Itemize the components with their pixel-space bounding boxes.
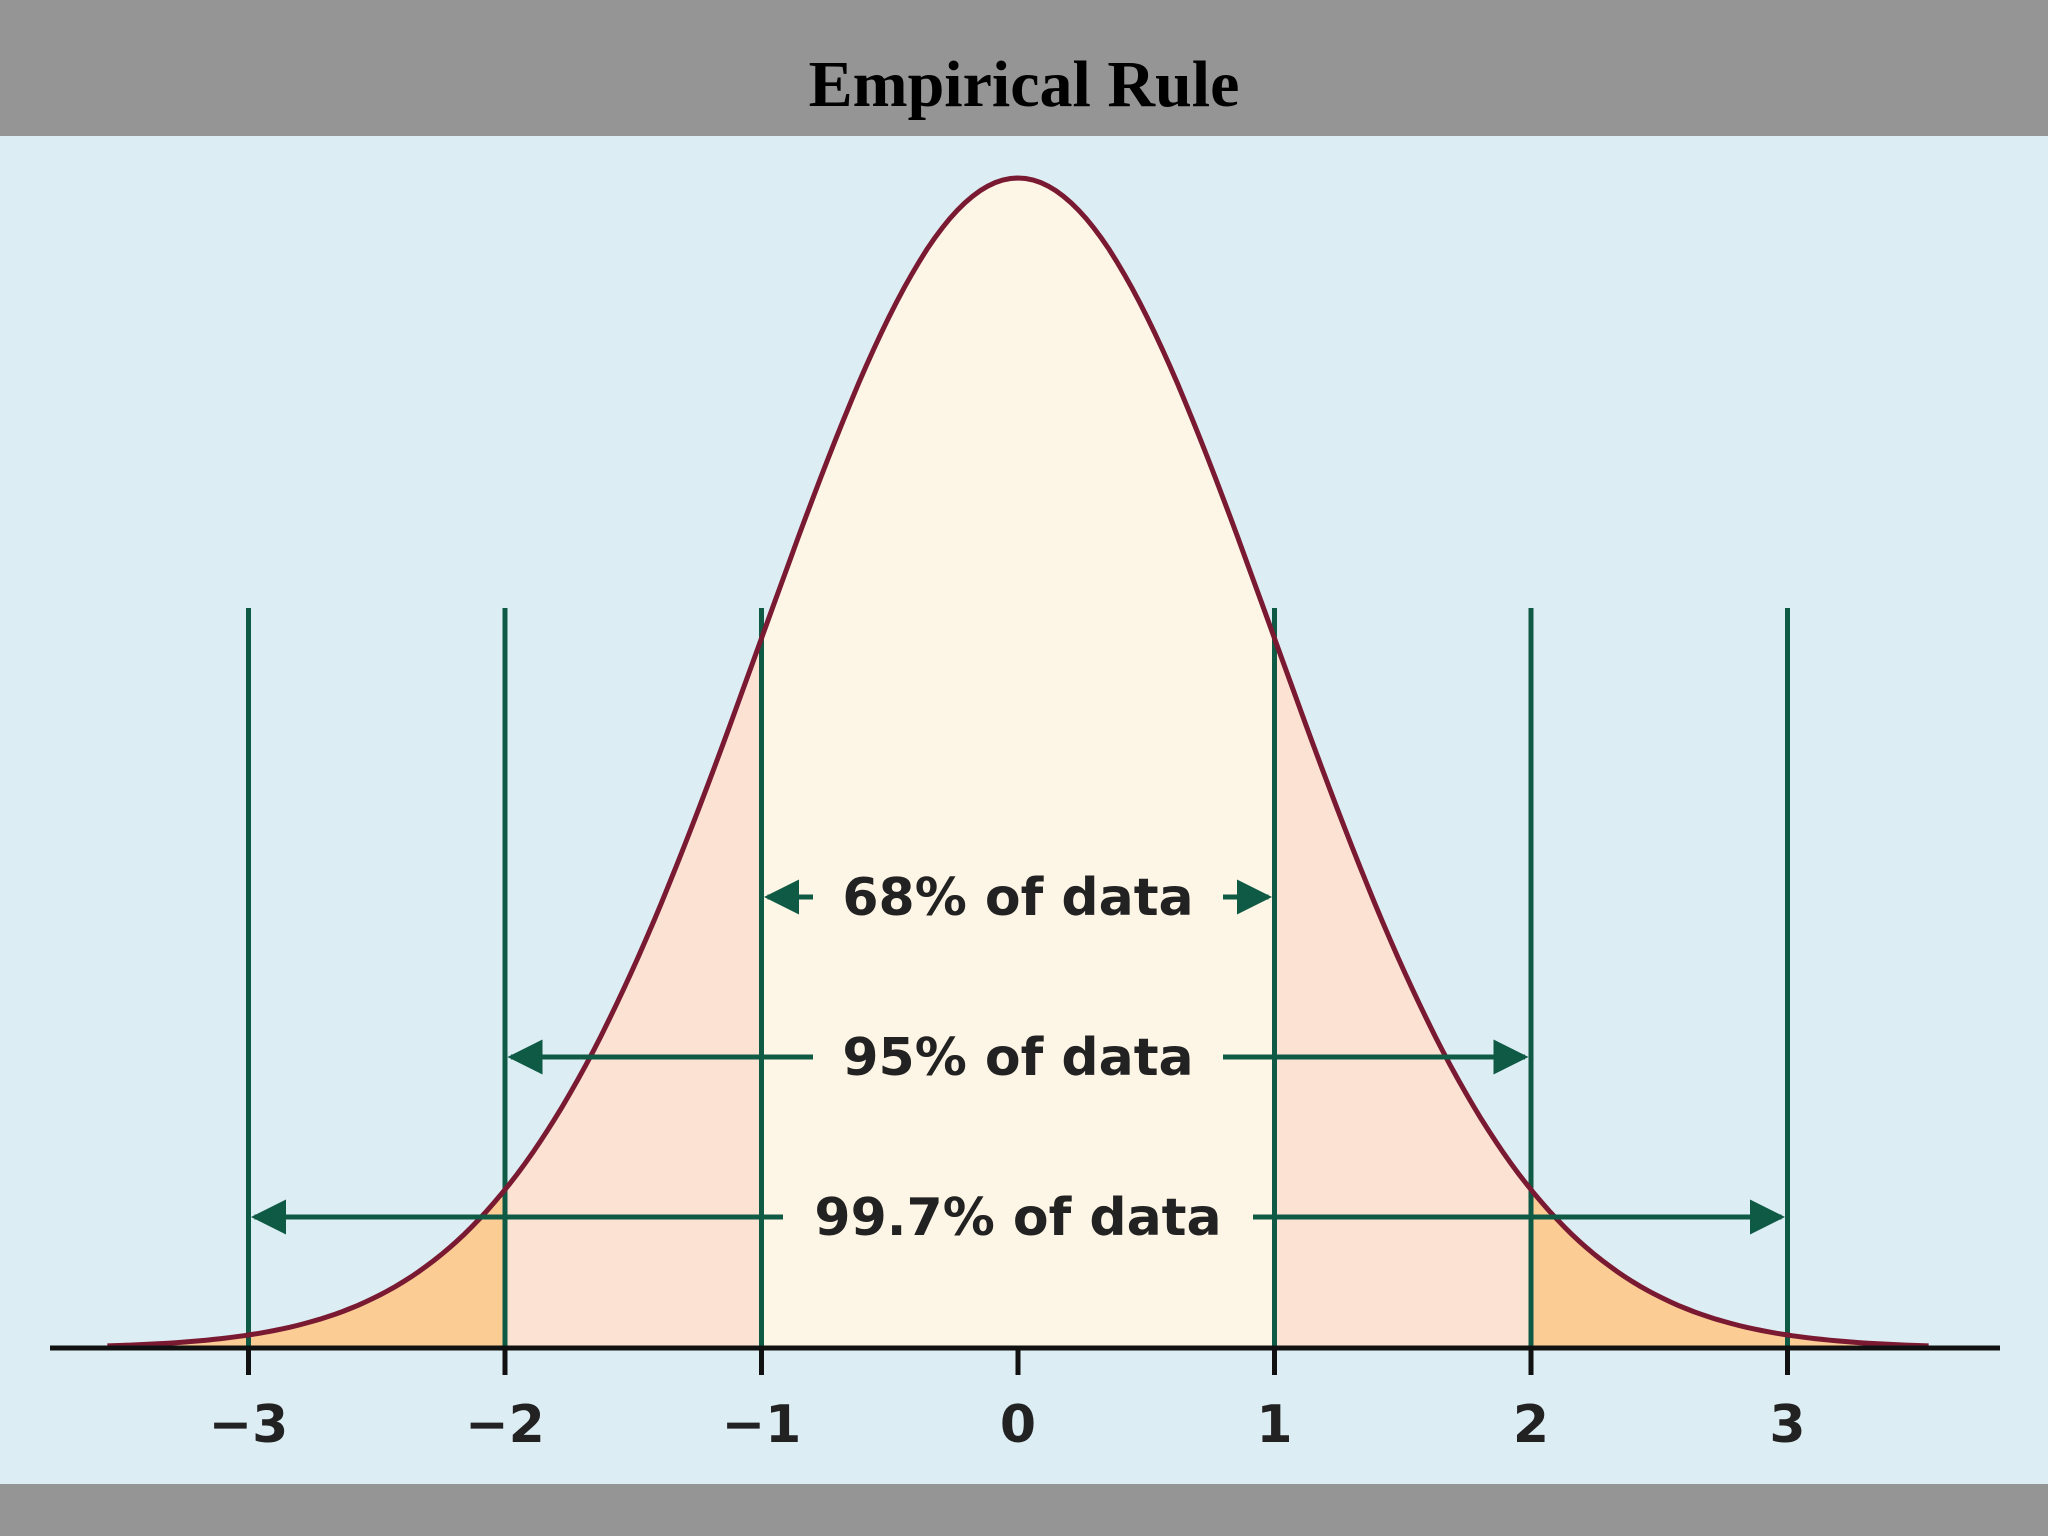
x-axis-tick-labels: −3 −2 −1 0 1 2 3 [209,1395,1806,1455]
normal-curve [107,175,1929,1349]
area-fills [120,178,1916,1348]
x-tick-label: −1 [722,1395,802,1455]
interval-label: 99.7% of data [814,1188,1221,1248]
x-tick-label: 3 [1769,1395,1805,1455]
x-tick-label: −3 [209,1395,289,1455]
x-tick-label: 1 [1256,1395,1292,1455]
interval-annotations: 68% of data 95% of data 99.7% of data [251,868,1785,1248]
interval-2: 99.7% of data [251,1188,1785,1248]
x-tick-label: 0 [1000,1395,1036,1455]
x-axis-ticks [246,1348,1790,1375]
right-tail-region [1531,1189,1916,1348]
left-tail-region [120,1189,506,1348]
x-tick-label: 2 [1513,1395,1549,1455]
interval-label: 68% of data [842,868,1193,928]
bottom-bar [0,1484,2048,1536]
sigma-guide-lines [246,608,1790,1348]
interval-0: 68% of data [764,868,1272,928]
interval-label: 95% of data [842,1028,1193,1088]
center-region [761,178,1275,1348]
page-title-text: Empirical Rule [808,48,1240,121]
page-title: Empirical Rule [0,0,2048,136]
title-bar: Empirical Rule [0,0,2048,136]
x-tick-label: −2 [465,1395,545,1455]
interval-1: 95% of data [507,1028,1529,1088]
